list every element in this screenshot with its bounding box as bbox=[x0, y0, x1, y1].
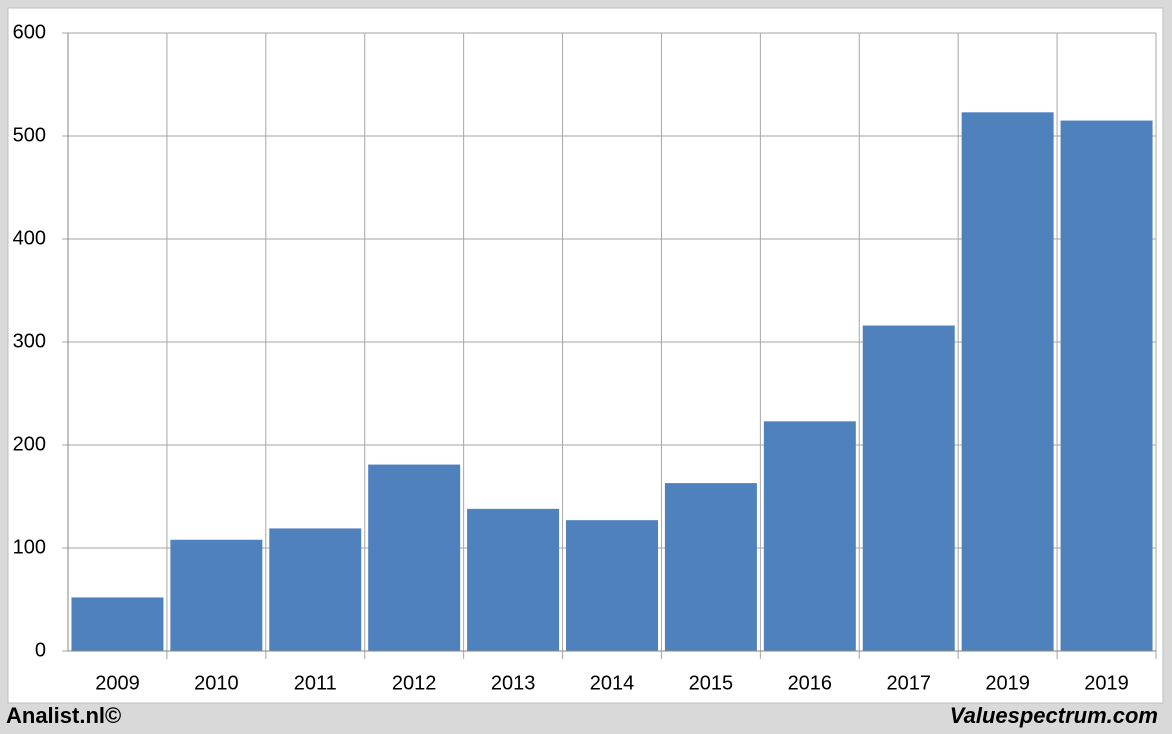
bar bbox=[763, 421, 856, 651]
bar bbox=[269, 528, 362, 651]
x-tick-label: 2012 bbox=[392, 672, 437, 694]
bar bbox=[961, 112, 1054, 651]
bar bbox=[368, 464, 461, 651]
y-tick-label: 100 bbox=[13, 536, 46, 558]
bar bbox=[664, 483, 757, 651]
x-tick-label: 2009 bbox=[95, 672, 140, 694]
bar bbox=[1060, 120, 1153, 652]
y-tick-label: 600 bbox=[13, 21, 46, 43]
footer-left: Analist.nl© bbox=[6, 703, 121, 728]
x-tick-label: 2019 bbox=[985, 672, 1030, 694]
bar bbox=[71, 597, 164, 651]
x-tick-label: 2013 bbox=[491, 672, 536, 694]
footer-right: Valuespectrum.com bbox=[950, 703, 1158, 728]
x-tick-label: 2010 bbox=[194, 672, 239, 694]
x-tick-label: 2019 bbox=[1084, 672, 1129, 694]
x-tick-label: 2014 bbox=[590, 672, 635, 694]
y-tick-label: 500 bbox=[13, 124, 46, 146]
x-tick-label: 2017 bbox=[886, 672, 931, 694]
bar bbox=[566, 520, 658, 651]
y-tick-label: 400 bbox=[13, 227, 46, 249]
y-tick-label: 0 bbox=[35, 639, 46, 661]
x-tick-label: 2015 bbox=[689, 672, 734, 694]
bar bbox=[170, 539, 263, 651]
bar bbox=[862, 325, 955, 651]
x-tick-label: 2016 bbox=[788, 672, 833, 694]
bar bbox=[467, 508, 560, 651]
y-tick-label: 200 bbox=[13, 433, 46, 455]
x-tick-label: 2011 bbox=[294, 672, 337, 694]
y-tick-label: 300 bbox=[13, 330, 46, 352]
